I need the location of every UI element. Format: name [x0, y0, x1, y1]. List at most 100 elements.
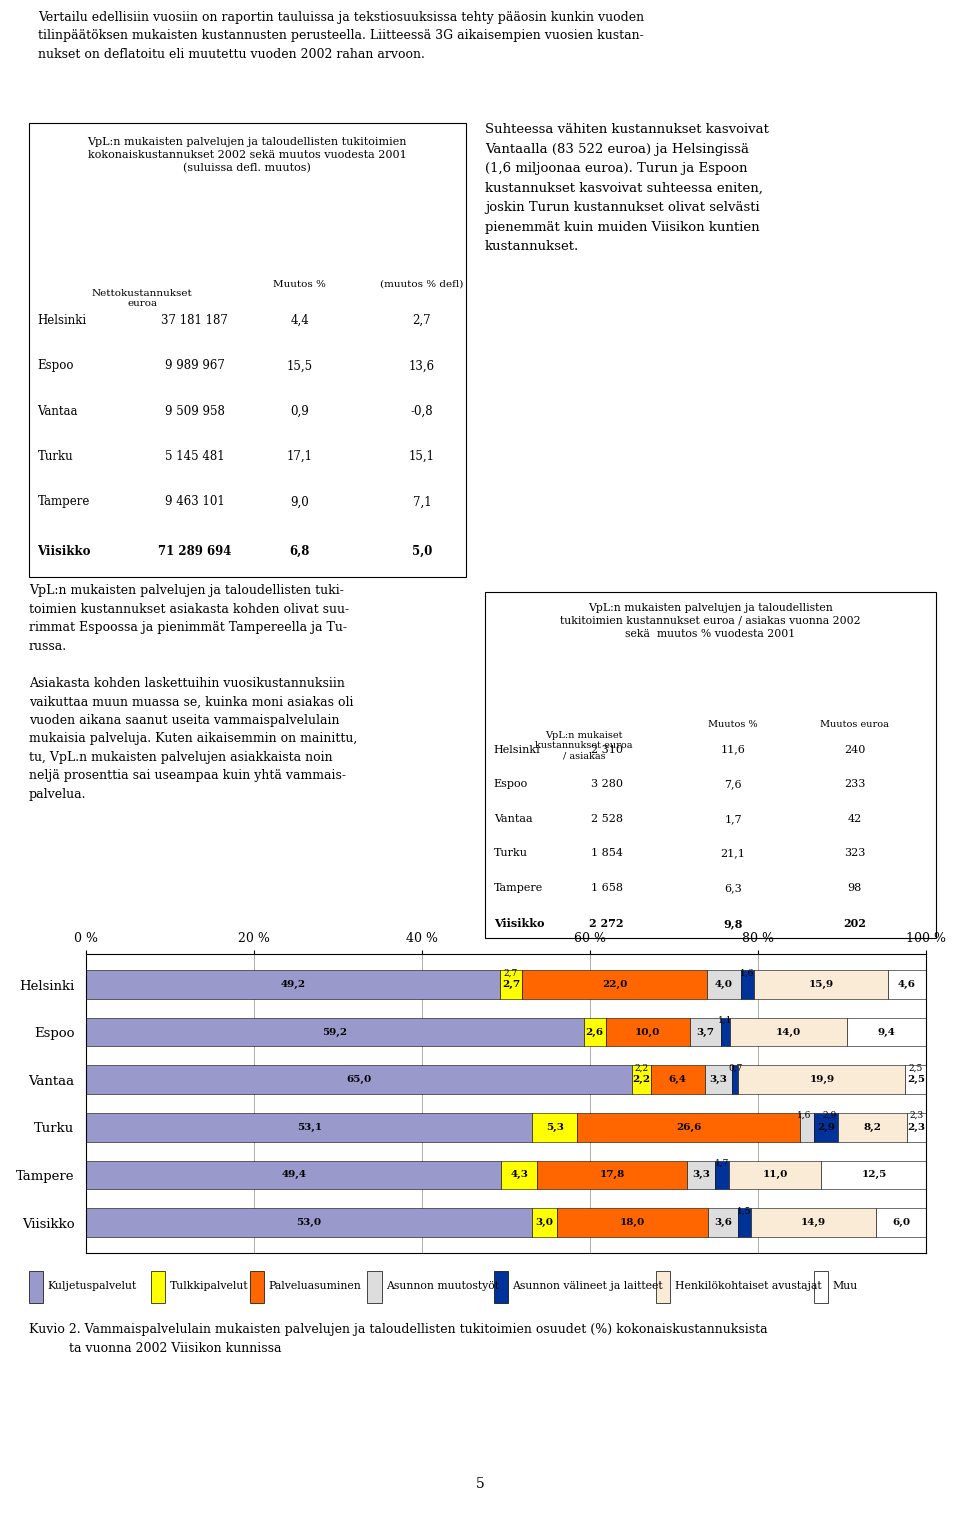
Text: 2,7: 2,7	[502, 980, 520, 989]
Bar	[905, 1066, 926, 1094]
Text: 4,4: 4,4	[290, 314, 309, 328]
Text: 6,3: 6,3	[724, 883, 742, 894]
Bar	[367, 1270, 382, 1303]
Text: Espoo: Espoo	[493, 780, 528, 789]
Bar	[738, 1066, 905, 1094]
Text: 3,0: 3,0	[536, 1218, 553, 1227]
Text: Turku: Turku	[37, 451, 73, 463]
Bar	[577, 1114, 801, 1141]
Text: 8,2: 8,2	[864, 1123, 881, 1132]
Bar	[651, 1066, 705, 1094]
Text: 2,3: 2,3	[910, 1110, 924, 1120]
Text: Palveluasuminen: Palveluasuminen	[269, 1281, 362, 1290]
Text: 49,2: 49,2	[280, 980, 305, 989]
Bar	[557, 1209, 708, 1237]
Text: 1 658: 1 658	[590, 883, 623, 894]
Text: 37 181 187: 37 181 187	[161, 314, 228, 328]
Bar	[730, 1018, 848, 1046]
Text: 1,6: 1,6	[797, 1110, 811, 1120]
Text: 4,0: 4,0	[715, 980, 733, 989]
Text: 4,6: 4,6	[899, 980, 916, 989]
Text: 21,1: 21,1	[721, 849, 745, 858]
Text: 9,8: 9,8	[723, 918, 743, 929]
Bar	[729, 1161, 822, 1189]
Bar	[689, 1018, 721, 1046]
Text: 2,9: 2,9	[817, 1123, 835, 1132]
Bar	[86, 1018, 584, 1046]
Text: 2,2: 2,2	[635, 1064, 649, 1072]
Text: 53,1: 53,1	[297, 1123, 322, 1132]
Bar	[29, 1270, 43, 1303]
Text: Asunnon välineet ja laitteet: Asunnon välineet ja laitteet	[513, 1281, 663, 1290]
Text: Asunnon muutostyöt: Asunnon muutostyöt	[386, 1281, 499, 1290]
Text: 22,0: 22,0	[602, 980, 628, 989]
Text: 10,0: 10,0	[635, 1027, 660, 1037]
Text: Vertailu edellisiin vuosiin on raportin tauluissa ja tekstiosuuksissa tehty pääo: Vertailu edellisiin vuosiin on raportin …	[38, 11, 644, 62]
Text: 233: 233	[844, 780, 866, 789]
Text: Muu: Muu	[833, 1281, 858, 1290]
Bar	[714, 1161, 729, 1189]
Text: 2,5: 2,5	[909, 1064, 924, 1072]
Text: VpL:n mukaisten palvelujen ja taloudellisten tukitoimien
kokonaiskustannukset 20: VpL:n mukaisten palvelujen ja taloudelli…	[87, 137, 407, 174]
Text: 26,6: 26,6	[676, 1123, 702, 1132]
Text: 14,9: 14,9	[801, 1218, 826, 1227]
Text: Suhteessa vähiten kustannukset kasvoivat
Vantaalla (83 522 euroa) ja Helsingissä: Suhteessa vähiten kustannukset kasvoivat…	[485, 123, 769, 254]
Text: 9,4: 9,4	[878, 1027, 896, 1037]
Text: Viisikko: Viisikko	[37, 546, 91, 558]
Text: 7,6: 7,6	[724, 780, 742, 789]
Text: 59,2: 59,2	[323, 1027, 348, 1037]
Bar	[86, 970, 499, 998]
Text: 2,6: 2,6	[586, 1027, 604, 1037]
Text: 53,0: 53,0	[297, 1218, 322, 1227]
Text: 240: 240	[844, 744, 866, 755]
Text: Tampere: Tampere	[493, 883, 543, 894]
Text: (muutos % defl): (muutos % defl)	[380, 280, 464, 289]
Text: 3,7: 3,7	[696, 1027, 714, 1037]
Text: 5: 5	[475, 1476, 485, 1492]
Bar	[522, 970, 708, 998]
Bar	[705, 1066, 732, 1094]
Text: 7,1: 7,1	[413, 495, 431, 509]
Text: 15,1: 15,1	[409, 451, 435, 463]
Bar	[151, 1270, 165, 1303]
Bar	[493, 1270, 508, 1303]
Text: VpL:n mukaisten palvelujen ja taloudellisten
tukitoimien kustannukset euroa / as: VpL:n mukaisten palvelujen ja taloudelli…	[560, 603, 861, 638]
Text: 323: 323	[844, 849, 866, 858]
Text: 12,5: 12,5	[861, 1170, 886, 1180]
Text: 17,1: 17,1	[287, 451, 313, 463]
Text: Viisikko: Viisikko	[493, 918, 544, 929]
Text: 2,9: 2,9	[823, 1110, 836, 1120]
Text: 13,6: 13,6	[409, 360, 435, 372]
Text: 65,0: 65,0	[347, 1075, 372, 1084]
Text: 15,9: 15,9	[808, 980, 833, 989]
Text: Tampere: Tampere	[37, 495, 90, 509]
Text: VpL:n mukaiset
kustannukset euroa
/ asiakas: VpL:n mukaiset kustannukset euroa / asia…	[536, 731, 633, 760]
Text: 6,0: 6,0	[892, 1218, 910, 1227]
Bar	[606, 1018, 689, 1046]
Text: 2 310: 2 310	[590, 744, 623, 755]
Text: 1,1: 1,1	[718, 1017, 732, 1024]
Bar	[876, 1209, 926, 1237]
Text: Helsinki: Helsinki	[493, 744, 540, 755]
Text: Muutos %: Muutos %	[274, 280, 326, 289]
Text: 19,9: 19,9	[809, 1075, 834, 1084]
Text: 2,5: 2,5	[907, 1075, 924, 1084]
Bar	[814, 1270, 828, 1303]
Bar	[86, 1066, 633, 1094]
Text: Helsinki: Helsinki	[37, 314, 86, 328]
Text: 5,3: 5,3	[546, 1123, 564, 1132]
Text: 2,7: 2,7	[413, 314, 431, 328]
Bar	[822, 1161, 926, 1189]
Text: 9 989 967: 9 989 967	[165, 360, 225, 372]
Text: -0,8: -0,8	[411, 404, 433, 418]
Text: 202: 202	[843, 918, 866, 929]
Text: Nettokustannukset
euroa: Nettokustannukset euroa	[92, 289, 193, 308]
Text: Espoo: Espoo	[37, 360, 74, 372]
Bar	[907, 1114, 926, 1141]
Text: 2,2: 2,2	[633, 1075, 651, 1084]
Text: 9 509 958: 9 509 958	[165, 404, 225, 418]
Text: 1 854: 1 854	[590, 849, 623, 858]
Text: Kuljetuspalvelut: Kuljetuspalvelut	[48, 1281, 137, 1290]
Bar	[741, 970, 755, 998]
Bar	[687, 1161, 714, 1189]
